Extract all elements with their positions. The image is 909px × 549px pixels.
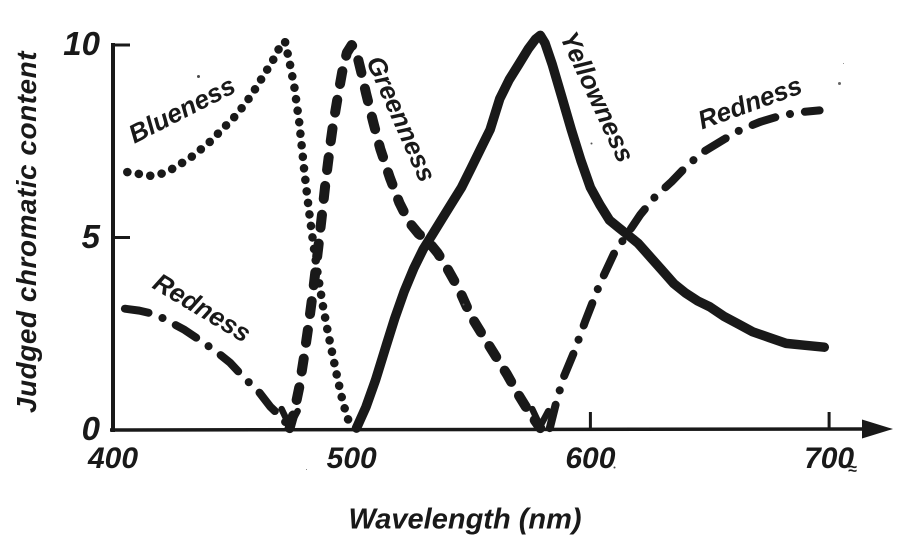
curves-group	[120, 30, 830, 434]
tick-marks-group	[113, 43, 831, 429]
yellowness-curve	[351, 30, 830, 433]
redness-short-wavelength-branch-zero-arrow	[278, 405, 301, 430]
x-tick-label-500: 500	[326, 442, 377, 475]
scan-noise	[197, 75, 200, 78]
x-axis-line	[109, 427, 869, 432]
redness-short-wavelength-branch-curve	[120, 304, 294, 433]
y-tick-label-0: 0	[81, 410, 100, 447]
x-axis-arrowhead	[862, 419, 893, 439]
x-tick-label-400: 400	[87, 442, 139, 475]
x-tick-label-700: 700	[804, 442, 855, 475]
approx-mark: ≈	[848, 461, 857, 478]
x-tick-label-600: 600	[565, 442, 616, 475]
redness-long-wavelength-branch-curve	[545, 106, 824, 433]
greenness-zero-arrow	[529, 405, 552, 430]
x-axis-title: Wavelength (nm)	[348, 503, 582, 536]
y-tick-label-5: 5	[81, 217, 100, 255]
greenness-curve	[284, 40, 546, 434]
y-tick-label-10: 10	[63, 25, 100, 62]
blueness-curve	[123, 36, 356, 433]
